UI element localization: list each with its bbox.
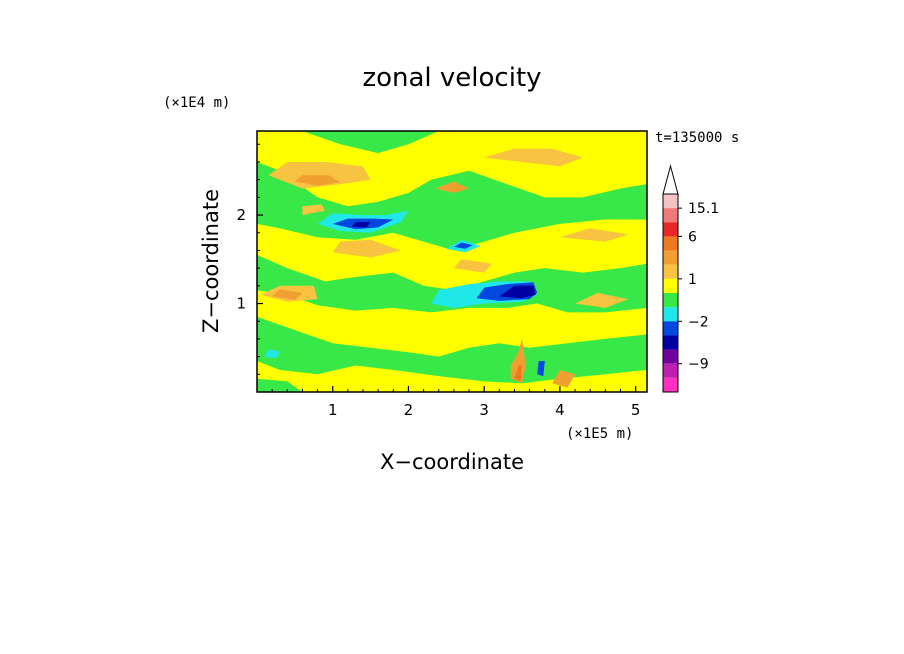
contour-region-24 [552, 369, 576, 388]
contour-region-12 [559, 228, 629, 242]
colorbar-label-0: 15.1 [688, 201, 719, 217]
x-axis-ticks: 1 2 3 4 5 [271, 386, 641, 419]
contour-region-3 [257, 316, 647, 384]
colorbar-band-10 [663, 335, 678, 350]
contour-region-7 [484, 148, 583, 167]
colorbar-label-4: −9 [688, 357, 709, 373]
colorbar-band-6 [663, 278, 678, 293]
contour-region-13 [575, 292, 629, 308]
colorbar-extend-arrow [662, 164, 679, 195]
chart-title: zonal velocity [362, 63, 541, 93]
colorbar-band-2 [663, 222, 678, 237]
contour-region-6 [294, 175, 341, 186]
colorbar: 15.1 6 1 −2 −9 [662, 164, 719, 393]
contour-region-10 [332, 239, 401, 258]
x-unit-label: (×1E5 m) [566, 426, 633, 442]
time-label: t=135000 s [655, 130, 739, 146]
contour-region-4 [257, 378, 303, 392]
colorbar-band-4 [663, 250, 678, 265]
y-tick-label-1: 2 [236, 206, 246, 224]
contour-region-0 [257, 131, 439, 154]
colorbar-label-3: −2 [688, 314, 709, 330]
y-axis-label: Z−coordinate [199, 189, 223, 333]
contour-region-22 [510, 338, 526, 384]
contour-region-11 [453, 259, 492, 273]
x-axis-label: X−coordinate [380, 450, 524, 474]
contour-region-2 [257, 254, 647, 313]
contour-region-28 [435, 181, 469, 193]
x-tick-label-3: 4 [555, 401, 565, 419]
colorbar-band-1 [663, 208, 678, 223]
colorbar-label-1: 6 [688, 229, 697, 245]
plot-area [257, 131, 647, 392]
y-unit-label: (×1E4 m) [163, 95, 230, 111]
contour-region-26 [264, 349, 280, 359]
colorbar-band-11 [663, 349, 678, 364]
colorbar-band-0 [663, 194, 678, 209]
x-tick-label-0: 1 [328, 401, 338, 419]
x-tick-label-1: 2 [404, 401, 414, 419]
colorbar-label-2: 1 [688, 272, 697, 288]
x-tick-label-4: 5 [631, 401, 641, 419]
y-axis-ticks: 12 [236, 143, 263, 375]
colorbar-band-5 [663, 264, 678, 279]
colorbar-band-13 [663, 377, 678, 392]
colorbar-frame [662, 193, 679, 393]
plot-frame [256, 130, 648, 393]
contour-region-18 [453, 242, 473, 249]
y-tick-label-0: 1 [236, 295, 246, 313]
contour-region-9 [272, 289, 303, 300]
contour-region-21 [499, 285, 536, 299]
contour-region-27 [302, 204, 326, 216]
contour-regions [257, 131, 647, 392]
colorbar-band-9 [663, 321, 678, 336]
contour-region-16 [351, 222, 371, 228]
contour-region-23 [514, 365, 522, 382]
x-tick-label-2: 3 [479, 401, 489, 419]
colorbar-band-12 [663, 363, 678, 378]
colorbar-band-8 [663, 307, 678, 322]
contour-region-25 [537, 361, 545, 377]
colorbar-band-3 [663, 236, 678, 251]
colorbar-band-7 [663, 293, 678, 308]
